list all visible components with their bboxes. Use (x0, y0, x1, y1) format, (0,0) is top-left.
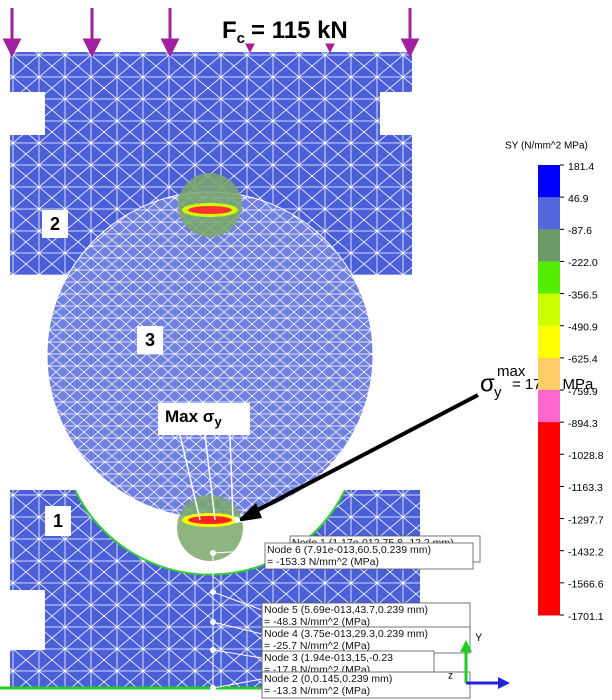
max-subscript: y (214, 414, 222, 429)
max-text: Max σ (165, 407, 215, 426)
peak-subscript: y (494, 384, 502, 401)
contour-top (178, 173, 242, 237)
legend-band (538, 583, 560, 616)
triad-z: z (448, 671, 453, 682)
node-label: Node 2 (0,0.145,0.239 mm) (264, 673, 392, 685)
legend-band (538, 519, 560, 552)
legend-level: -356.5 (568, 289, 598, 301)
legend-band (538, 229, 560, 262)
legend-level: -894.3 (568, 418, 598, 430)
legend-level: -1163.3 (568, 482, 603, 494)
node-value: = -25.7 N/mm^2 (MPa) (264, 640, 370, 652)
legend-level: 181.4 (568, 161, 594, 173)
legend-level: -1566.6 (568, 579, 604, 591)
node-label: Node 3 (1.94e-013,15,-0.23 (264, 652, 393, 664)
load-value: = 115 kN (251, 17, 348, 44)
page: {"load": {"symbol": "F", "subscript": "c… (0, 0, 612, 700)
legend-level: -490.9 (568, 321, 598, 333)
legend-level: -759.9 (568, 386, 598, 398)
legend-band (538, 165, 560, 198)
roller (47, 192, 373, 518)
legend-band (538, 390, 560, 423)
peak-symbol: σ (480, 370, 495, 397)
max-label: Max σy (165, 407, 222, 429)
axis-triad (460, 640, 510, 689)
legend-level: -1297.7 (568, 514, 604, 526)
legend-band (538, 422, 560, 455)
load-symbol: F (222, 17, 237, 44)
node-dot (210, 647, 216, 653)
node-leader (237, 520, 290, 543)
node-value: = -153.3 N/mm^2 (MPa) (267, 556, 379, 568)
node-dot (210, 619, 216, 625)
legend-title: SY (N/mm^2 MPa) (505, 141, 588, 152)
node-dot (210, 550, 216, 556)
legend-level: -1028.8 (568, 450, 604, 462)
node-dot (234, 517, 240, 523)
legend-band (538, 551, 560, 584)
part-label: 1 (53, 511, 63, 531)
legend-band (538, 294, 560, 327)
legend-band (538, 326, 560, 359)
legend-level: -87.6 (568, 225, 592, 237)
part-label: 2 (50, 214, 60, 234)
node-label: Node 6 (7.91e-013,60.5,0.239 mm) (267, 544, 431, 556)
legend-level: -1432.2 (568, 546, 604, 558)
legend-level: 46.9 (568, 193, 589, 205)
legend-level: -1701.1 (568, 611, 604, 623)
legend-band (538, 261, 560, 294)
part-label: 3 (145, 330, 155, 350)
legend-band (538, 358, 560, 391)
load-subscript: c (237, 30, 245, 47)
legend-band (538, 197, 560, 230)
node-dot (210, 589, 216, 595)
node-value: = -48.3 N/mm^2 (MPa) (264, 616, 370, 628)
screenshot: Fc= 115 kN 2 3 1 Max σy σ max y = 1700 M… (0, 0, 612, 700)
triad-y: Y (475, 632, 483, 644)
load-arrows (5, 8, 417, 54)
node-label: Node 5 (5.69e-013,43.7,0.239 mm) (264, 604, 428, 616)
legend-level: -625.4 (568, 354, 598, 366)
legend-level: -222.0 (568, 257, 598, 269)
node-label: Node 4 (3.75e-013,29.3,0.239 mm) (264, 628, 428, 640)
legend-band (538, 486, 560, 519)
node-dot (210, 685, 216, 691)
load-label: Fc = 115 kN (222, 17, 348, 47)
node-value: = -13.3 N/mm^2 (MPa) (264, 685, 370, 697)
legend-band (538, 454, 560, 487)
